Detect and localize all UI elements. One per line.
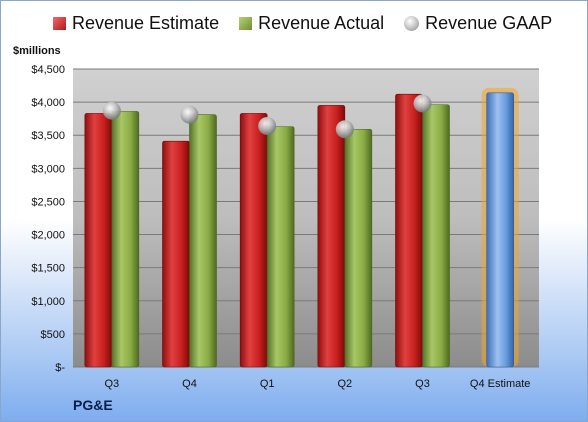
legend-swatch-estimate (53, 17, 66, 30)
y-tick-label: $1,500 (31, 263, 65, 275)
gaap-marker (335, 120, 354, 139)
gaap-marker (180, 105, 199, 124)
y-tick-label: $500 (41, 329, 65, 341)
x-tick-label: Q3 (415, 378, 430, 390)
y-tick-label: $1,000 (31, 296, 65, 308)
x-tick-label: Q1 (260, 378, 275, 390)
company-label: PG&E (73, 397, 113, 413)
x-tick-label: Q4 Estimate (470, 378, 531, 390)
legend-item-actual: Revenue Actual (239, 13, 384, 34)
legend-swatch-actual (239, 17, 253, 30)
bar-estimate (84, 113, 113, 368)
y-tick-label: $4,000 (31, 97, 65, 109)
bar-actual (266, 126, 295, 368)
gaap-marker (413, 94, 432, 113)
y-tick-label: $- (55, 362, 65, 374)
legend-label-actual: Revenue Actual (258, 13, 385, 33)
bar-estimate (395, 93, 423, 368)
y-tick-label: $4,500 (31, 64, 65, 76)
legend-item-gaap: Revenue GAAP (404, 13, 552, 34)
legend-label-gaap: Revenue GAAP (425, 13, 553, 33)
bar-forecast (486, 92, 514, 368)
bar-estimate (317, 105, 346, 368)
y-tick-label: $3,500 (31, 130, 65, 142)
plot-area (73, 69, 539, 367)
bar-actual (189, 114, 217, 368)
gaap-marker (102, 101, 121, 120)
legend: Revenue Estimate Revenue Actual Revenue … (53, 13, 552, 34)
bar-actual (422, 104, 450, 368)
bar-actual (344, 128, 373, 368)
gaap-marker (258, 116, 277, 135)
bar-estimate (239, 113, 268, 368)
y-tick-label: $2,000 (31, 230, 65, 242)
y-tick-label: $3,000 (31, 163, 65, 175)
legend-item-estimate: Revenue Estimate (53, 13, 219, 34)
x-tick-label: Q3 (104, 378, 119, 390)
y-tick-label: $2,500 (31, 196, 65, 208)
bar-estimate (162, 140, 190, 368)
y-axis-unit-label: $millions (13, 45, 61, 57)
legend-label-estimate: Revenue Estimate (72, 13, 220, 33)
legend-swatch-gaap (404, 16, 420, 31)
bar-actual (111, 111, 140, 368)
x-tick-label: Q2 (337, 378, 352, 390)
x-tick-label: Q4 (182, 378, 197, 390)
